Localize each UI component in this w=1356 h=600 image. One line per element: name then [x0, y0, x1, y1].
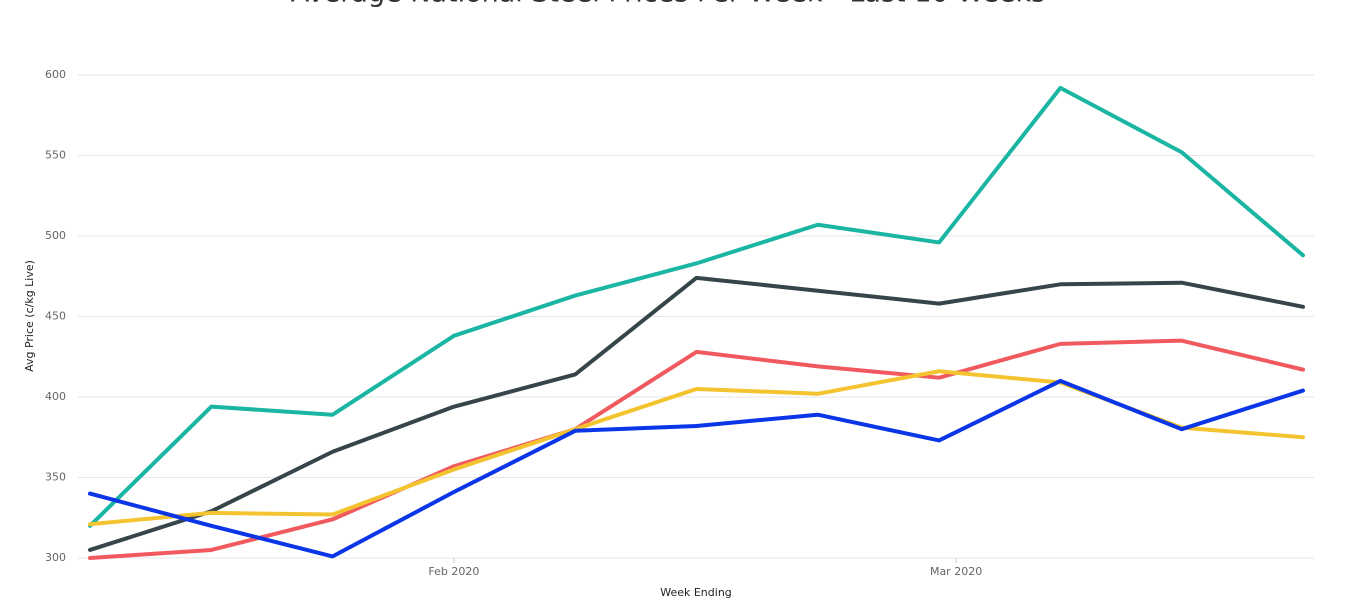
y-tick-label: 500 [45, 229, 66, 242]
x-axis-title: Week Ending [660, 586, 732, 599]
line-series [88, 338, 1305, 560]
x-tick-label: Feb 2020 [428, 565, 479, 578]
line-series [88, 369, 1305, 527]
x-tick-label: Mar 2020 [930, 565, 982, 578]
y-tick-label: 300 [45, 551, 66, 564]
chart-title: Average National Steel Prices Per Week -… [291, 0, 1045, 9]
y-tick-label: 450 [45, 310, 66, 323]
line-series [88, 378, 1305, 559]
y-tick-label: 350 [45, 471, 66, 484]
y-tick-label: 400 [45, 390, 66, 403]
y-tick-label: 550 [45, 149, 66, 162]
line-series [88, 275, 1305, 552]
y-tick-label: 600 [45, 68, 66, 81]
y-axis-title: Avg Price (c/kg Live) [23, 260, 36, 372]
line-series [88, 85, 1305, 528]
